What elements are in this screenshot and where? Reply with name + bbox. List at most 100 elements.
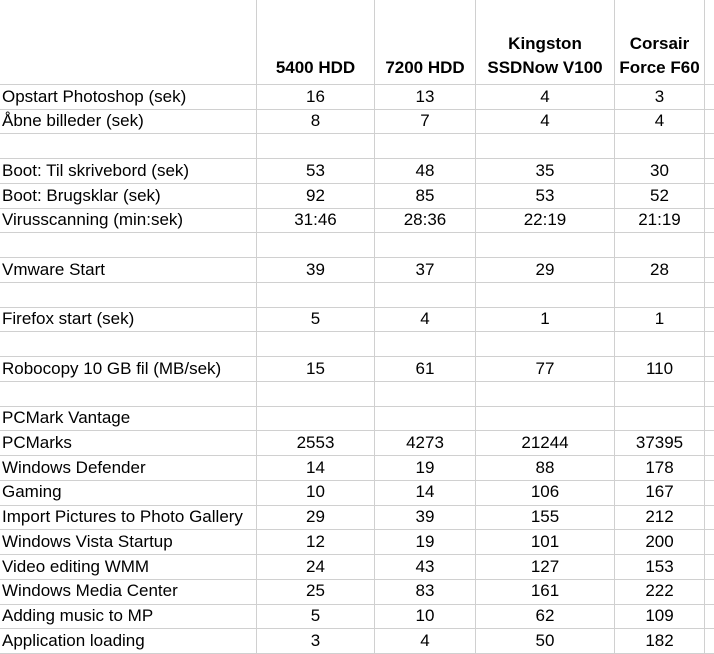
value-cell[interactable]: 28:36 xyxy=(375,208,476,234)
value-cell[interactable]: 28 xyxy=(615,258,705,283)
value-cell[interactable]: 29 xyxy=(257,505,375,531)
value-cell[interactable]: 5 xyxy=(257,307,375,333)
value-cell[interactable]: 12 xyxy=(257,530,375,556)
row-label[interactable]: Video editing WMM xyxy=(0,555,257,580)
value-cell[interactable] xyxy=(257,282,375,308)
filler-cell[interactable] xyxy=(705,505,714,531)
value-cell[interactable]: 5 xyxy=(257,604,375,630)
value-cell[interactable]: 14 xyxy=(257,456,375,481)
value-cell[interactable]: 37395 xyxy=(615,431,705,457)
col-header-empty[interactable] xyxy=(705,0,714,85)
value-cell[interactable]: 3 xyxy=(257,629,375,654)
value-cell[interactable]: 22:19 xyxy=(476,208,615,234)
value-cell[interactable] xyxy=(476,282,615,308)
value-cell[interactable]: 50 xyxy=(476,629,615,654)
value-cell[interactable] xyxy=(476,406,615,432)
value-cell[interactable]: 21244 xyxy=(476,431,615,457)
row-label[interactable]: Vmware Start xyxy=(0,258,257,283)
filler-cell[interactable] xyxy=(705,480,714,506)
value-cell[interactable]: 14 xyxy=(375,480,476,506)
value-cell[interactable] xyxy=(257,381,375,407)
row-label[interactable]: Import Pictures to Photo Gallery xyxy=(0,505,257,531)
row-label[interactable]: PCMark Vantage xyxy=(0,406,257,432)
filler-cell[interactable] xyxy=(705,604,714,630)
value-cell[interactable]: 1 xyxy=(615,307,705,333)
value-cell[interactable] xyxy=(375,282,476,308)
value-cell[interactable]: 16 xyxy=(257,85,375,110)
row-label[interactable]: Windows Defender xyxy=(0,456,257,481)
value-cell[interactable]: 101 xyxy=(476,530,615,556)
col-header-corsair-force-f60[interactable]: Corsair Force F60 xyxy=(615,0,705,85)
value-cell[interactable]: 88 xyxy=(476,456,615,481)
filler-cell[interactable] xyxy=(705,332,714,358)
value-cell[interactable]: 92 xyxy=(257,183,375,209)
value-cell[interactable]: 15 xyxy=(257,357,375,382)
filler-cell[interactable] xyxy=(705,357,714,382)
value-cell[interactable]: 10 xyxy=(375,604,476,630)
row-label-empty[interactable] xyxy=(0,134,257,160)
value-cell[interactable]: 4 xyxy=(375,307,476,333)
value-cell[interactable]: 53 xyxy=(257,159,375,184)
value-cell[interactable]: 61 xyxy=(375,357,476,382)
col-header-kingston-ssdnow-v100[interactable]: Kingston SSDNow V100 xyxy=(476,0,615,85)
value-cell[interactable]: 52 xyxy=(615,183,705,209)
value-cell[interactable] xyxy=(257,406,375,432)
value-cell[interactable] xyxy=(476,381,615,407)
row-label[interactable]: Robocopy 10 GB fil (MB/sek) xyxy=(0,357,257,382)
value-cell[interactable] xyxy=(615,406,705,432)
filler-cell[interactable] xyxy=(705,579,714,605)
row-label[interactable]: Åbne billeder (sek) xyxy=(0,109,257,135)
row-label[interactable]: Firefox start (sek) xyxy=(0,307,257,333)
value-cell[interactable]: 77 xyxy=(476,357,615,382)
filler-cell[interactable] xyxy=(705,233,714,259)
value-cell[interactable] xyxy=(615,282,705,308)
value-cell[interactable] xyxy=(257,332,375,358)
row-label[interactable]: Windows Media Center xyxy=(0,579,257,605)
value-cell[interactable]: 83 xyxy=(375,579,476,605)
value-cell[interactable] xyxy=(476,332,615,358)
row-label[interactable]: Application loading xyxy=(0,629,257,654)
value-cell[interactable]: 39 xyxy=(257,258,375,283)
filler-cell[interactable] xyxy=(705,629,714,654)
filler-cell[interactable] xyxy=(705,431,714,457)
value-cell[interactable]: 10 xyxy=(257,480,375,506)
value-cell[interactable] xyxy=(375,406,476,432)
value-cell[interactable]: 178 xyxy=(615,456,705,481)
row-label[interactable]: Boot: Brugsklar (sek) xyxy=(0,183,257,209)
value-cell[interactable]: 62 xyxy=(476,604,615,630)
filler-cell[interactable] xyxy=(705,282,714,308)
value-cell[interactable] xyxy=(476,134,615,160)
value-cell[interactable]: 127 xyxy=(476,555,615,580)
value-cell[interactable]: 3 xyxy=(615,85,705,110)
value-cell[interactable]: 13 xyxy=(375,85,476,110)
value-cell[interactable]: 4273 xyxy=(375,431,476,457)
row-label[interactable]: PCMarks xyxy=(0,431,257,457)
value-cell[interactable]: 24 xyxy=(257,555,375,580)
filler-cell[interactable] xyxy=(705,381,714,407)
value-cell[interactable]: 4 xyxy=(476,109,615,135)
value-cell[interactable] xyxy=(375,381,476,407)
value-cell[interactable]: 48 xyxy=(375,159,476,184)
value-cell[interactable]: 53 xyxy=(476,183,615,209)
value-cell[interactable]: 161 xyxy=(476,579,615,605)
value-cell[interactable]: 43 xyxy=(375,555,476,580)
value-cell[interactable]: 167 xyxy=(615,480,705,506)
filler-cell[interactable] xyxy=(705,555,714,580)
filler-cell[interactable] xyxy=(705,159,714,184)
value-cell[interactable]: 155 xyxy=(476,505,615,531)
value-cell[interactable]: 29 xyxy=(476,258,615,283)
row-label[interactable]: Opstart Photoshop (sek) xyxy=(0,85,257,110)
row-label-empty[interactable] xyxy=(0,381,257,407)
value-cell[interactable]: 2553 xyxy=(257,431,375,457)
value-cell[interactable] xyxy=(615,233,705,259)
value-cell[interactable]: 109 xyxy=(615,604,705,630)
value-cell[interactable] xyxy=(615,332,705,358)
value-cell[interactable]: 106 xyxy=(476,480,615,506)
value-cell[interactable]: 37 xyxy=(375,258,476,283)
value-cell[interactable]: 19 xyxy=(375,456,476,481)
value-cell[interactable] xyxy=(375,233,476,259)
value-cell[interactable]: 35 xyxy=(476,159,615,184)
value-cell[interactable]: 4 xyxy=(615,109,705,135)
row-label[interactable]: Gaming xyxy=(0,480,257,506)
value-cell[interactable] xyxy=(476,233,615,259)
